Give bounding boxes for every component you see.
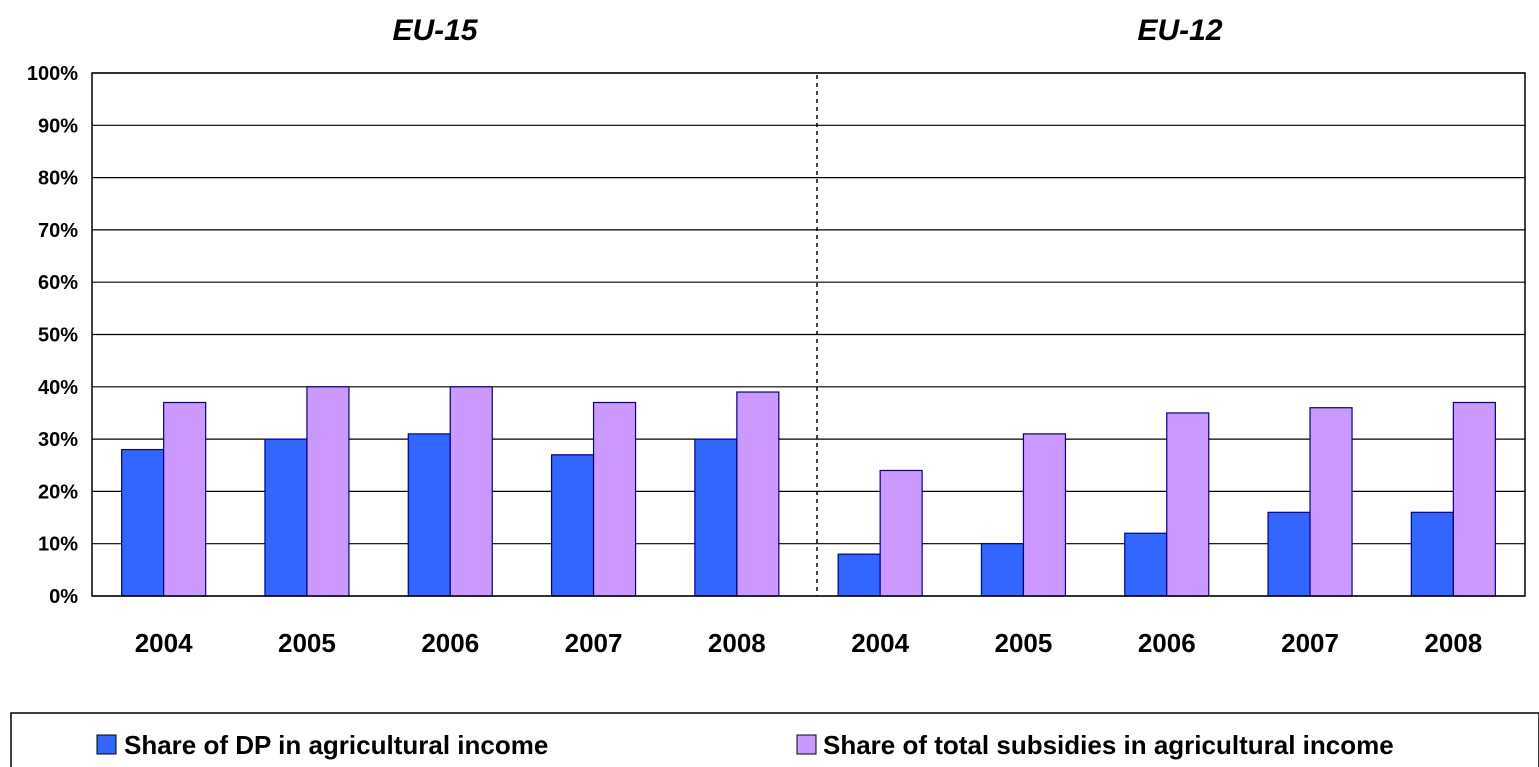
x-category-label: 2005 bbox=[995, 628, 1053, 658]
x-category-label: 2008 bbox=[708, 628, 766, 658]
bar-dp bbox=[1267, 511, 1311, 597]
bar-dp bbox=[837, 553, 881, 597]
group-title-eu15: EU-15 bbox=[392, 14, 478, 47]
legend-label-dp: Share of DP in agricultural income bbox=[124, 730, 548, 760]
x-axis-category-labels: 2004 2005 2006 2007 2008 2004 2005 2006 2007 2008 bbox=[135, 628, 1483, 658]
bar-total-subsidies bbox=[592, 401, 637, 597]
bar-dp bbox=[980, 543, 1025, 597]
legend-label-total-subsidies: Share of total subsidies in agricultural… bbox=[823, 730, 1394, 760]
bar-dp bbox=[550, 454, 595, 597]
x-category-label: 2007 bbox=[565, 628, 623, 658]
bar-total-subsidies bbox=[1309, 407, 1353, 597]
y-tick-label: 70% bbox=[38, 220, 78, 242]
y-tick-label: 50% bbox=[38, 325, 78, 347]
bar-total-subsidies bbox=[1452, 401, 1496, 597]
y-tick-label: 40% bbox=[38, 377, 78, 399]
bar-total-subsidies bbox=[1166, 412, 1210, 597]
x-category-label: 2006 bbox=[1138, 628, 1196, 658]
x-category-label: 2004 bbox=[135, 628, 193, 658]
bar-dp bbox=[1410, 511, 1454, 597]
bar-total-subsidies bbox=[879, 469, 923, 597]
y-tick-label: 90% bbox=[38, 115, 78, 137]
y-tick-label: 10% bbox=[38, 534, 78, 556]
bar-dp bbox=[1124, 532, 1168, 597]
bar-dp bbox=[121, 448, 165, 597]
y-tick-label: 80% bbox=[38, 168, 78, 190]
bar-total-subsidies bbox=[449, 386, 493, 597]
group-title-eu12: EU-12 bbox=[1137, 14, 1222, 47]
x-category-label: 2005 bbox=[278, 628, 336, 658]
legend-swatch-dp bbox=[96, 734, 117, 755]
x-category-label: 2008 bbox=[1424, 628, 1482, 658]
bar-dp bbox=[407, 433, 451, 597]
y-tick-label: 0% bbox=[49, 586, 78, 608]
bars bbox=[121, 386, 1496, 597]
x-category-label: 2007 bbox=[1281, 628, 1339, 658]
y-tick-label: 30% bbox=[38, 429, 78, 451]
bar-total-subsidies bbox=[163, 401, 207, 597]
y-tick-label: 60% bbox=[38, 272, 78, 294]
plot-area-border bbox=[91, 72, 1526, 597]
bar-dp bbox=[694, 438, 738, 597]
legend-box bbox=[10, 712, 1539, 767]
bar-dp bbox=[264, 438, 308, 597]
y-axis-tick-labels: 0% 10% 20% 30% 40% 50% 60% 70% 80% 90% 100% bbox=[27, 63, 78, 608]
bar-total-subsidies bbox=[736, 391, 780, 597]
legend-swatch-total-subsidies bbox=[796, 734, 817, 755]
bar-total-subsidies bbox=[1022, 433, 1067, 597]
y-tick-label: 20% bbox=[38, 481, 78, 503]
bar-total-subsidies bbox=[306, 386, 350, 597]
x-category-label: 2004 bbox=[851, 628, 909, 658]
y-tick-label: 100% bbox=[27, 63, 78, 85]
x-category-label: 2006 bbox=[421, 628, 479, 658]
